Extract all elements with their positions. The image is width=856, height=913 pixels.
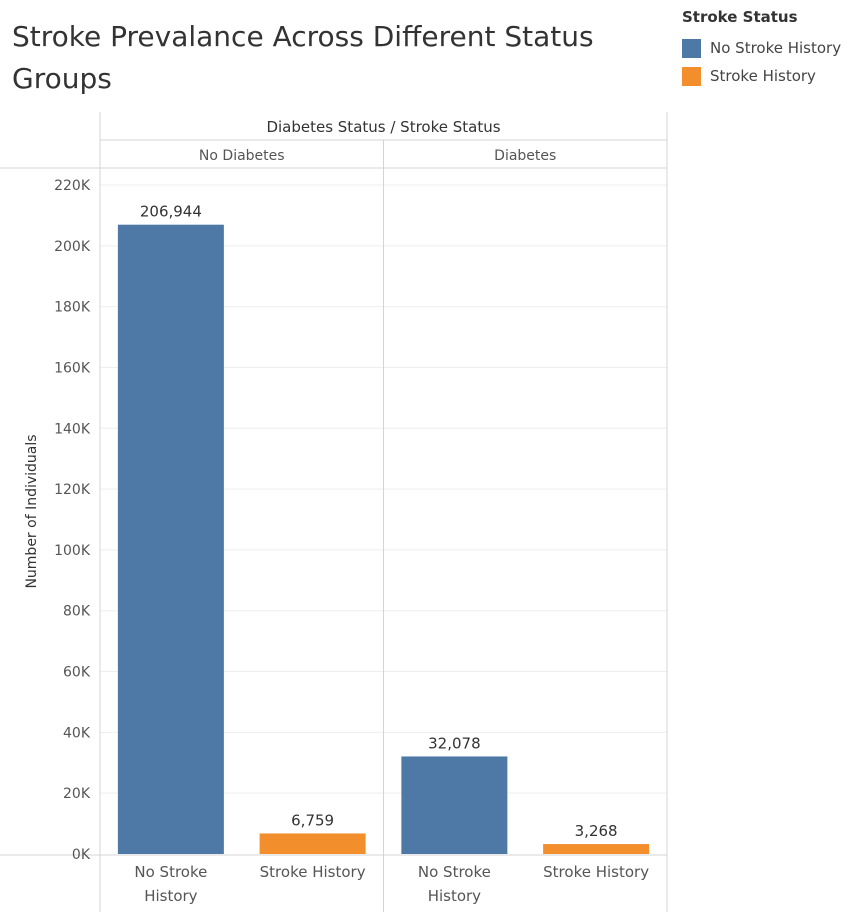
legend-swatch-no-stroke-history xyxy=(682,38,701,58)
y-tick-label: 20K xyxy=(63,786,91,802)
y-tick-label: 60K xyxy=(63,665,91,681)
y-tick-label: 100K xyxy=(54,543,91,559)
category-label: No Stroke xyxy=(134,863,207,881)
y-tick-label: 120K xyxy=(54,482,91,498)
category-label: Stroke History xyxy=(543,863,649,881)
group-label: No Diabetes xyxy=(199,148,285,164)
bar xyxy=(259,833,366,854)
y-tick-label: 180K xyxy=(54,300,91,316)
legend-label-no-stroke-history: No Stroke History xyxy=(710,39,842,57)
y-tick-label: 220K xyxy=(54,178,91,194)
category-label: History xyxy=(144,887,197,905)
legend-label-stroke-history: Stroke History xyxy=(710,67,816,85)
legend-title: Stroke Status xyxy=(682,8,798,26)
legend-item-no-stroke-history[interactable]: No Stroke History xyxy=(682,34,841,62)
legend-swatch-stroke-history xyxy=(682,66,701,86)
bar-value-label: 6,759 xyxy=(291,811,334,829)
category-label: History xyxy=(428,887,481,905)
legend: Stroke Status No Stroke History Stroke H… xyxy=(682,8,841,90)
column-header: Diabetes Status / Stroke Status xyxy=(266,118,500,136)
category-label: No Stroke xyxy=(418,863,491,881)
category-label: Stroke History xyxy=(260,863,366,881)
y-tick-label: 140K xyxy=(54,421,91,437)
y-tick-label: 80K xyxy=(63,604,91,620)
group-label: Diabetes xyxy=(494,148,556,164)
y-tick-label: 40K xyxy=(63,725,91,741)
bar-value-label: 3,268 xyxy=(575,822,618,840)
bar xyxy=(543,844,650,854)
bar xyxy=(117,224,224,855)
bar-value-label: 206,944 xyxy=(140,203,202,221)
y-tick-label: 200K xyxy=(54,239,91,255)
y-axis-label: Number of Individuals xyxy=(24,434,40,588)
chart-title: Stroke Prevalance Across Different Statu… xyxy=(12,20,594,95)
y-tick-label: 160K xyxy=(54,360,91,376)
bar-value-label: 32,078 xyxy=(428,734,481,752)
legend-item-stroke-history[interactable]: Stroke History xyxy=(682,62,841,90)
bar xyxy=(401,756,508,854)
y-tick-label: 0K xyxy=(72,847,91,863)
